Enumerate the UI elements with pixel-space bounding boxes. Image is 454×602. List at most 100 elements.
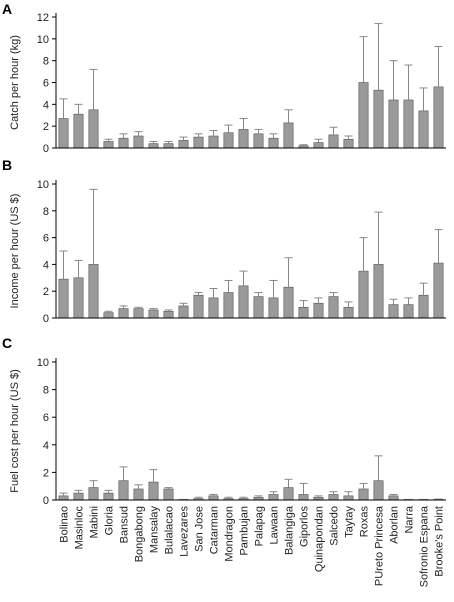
bar bbox=[193, 136, 204, 149]
bar bbox=[178, 140, 189, 149]
bar bbox=[313, 302, 324, 319]
x-category-label: Pambujan bbox=[239, 506, 251, 556]
bar bbox=[388, 495, 399, 501]
bar bbox=[73, 277, 84, 319]
y-tick-label: 6 bbox=[43, 78, 49, 90]
bar bbox=[328, 134, 339, 149]
bar bbox=[223, 132, 234, 149]
bar bbox=[118, 308, 129, 319]
y-tick-label: 6 bbox=[43, 233, 49, 245]
bar bbox=[418, 294, 429, 319]
bar bbox=[58, 278, 69, 319]
x-category-label: San Jose bbox=[194, 506, 206, 552]
chart-panel-c: C Fuel cost per hour (US $) 0 2 4 6 8 10 Bolinao… bbox=[2, 335, 446, 587]
x-category-label: Bansud bbox=[119, 506, 131, 543]
bar bbox=[88, 487, 99, 501]
bar bbox=[433, 262, 444, 319]
bar bbox=[358, 488, 369, 501]
x-category-label: Roxas bbox=[359, 506, 371, 538]
x-category-label: PUreto Princesa bbox=[374, 505, 386, 586]
bar bbox=[73, 492, 84, 501]
y-axis-label: Income per hour (US $) bbox=[9, 194, 21, 309]
bar bbox=[148, 481, 159, 501]
x-category-label: Brooke's Point bbox=[434, 506, 446, 577]
x-category-label: Masinloc bbox=[74, 506, 86, 550]
bar bbox=[268, 297, 279, 319]
x-category-label: Mondragon bbox=[224, 506, 236, 562]
bar bbox=[73, 113, 84, 149]
bar bbox=[208, 135, 219, 149]
bar bbox=[373, 264, 384, 319]
bar bbox=[358, 270, 369, 319]
bar bbox=[238, 129, 249, 149]
y-tick-label: 10 bbox=[37, 34, 49, 46]
y-tick-label: 4 bbox=[43, 440, 49, 452]
y-tick-label: 2 bbox=[43, 467, 49, 479]
bar bbox=[148, 309, 159, 319]
x-category-label: Gloria bbox=[104, 505, 116, 535]
bar bbox=[418, 110, 429, 149]
bar bbox=[133, 308, 144, 319]
bar bbox=[178, 305, 189, 319]
bar bbox=[373, 89, 384, 149]
y-tick-label: 8 bbox=[43, 56, 49, 68]
y-tick-label: 12 bbox=[37, 12, 49, 24]
bar bbox=[388, 304, 399, 319]
y-tick-label: 0 bbox=[43, 143, 49, 155]
bar bbox=[343, 138, 354, 149]
bar bbox=[313, 142, 324, 149]
bar bbox=[193, 294, 204, 319]
x-category-label: Palapag bbox=[254, 506, 266, 546]
y-tick-label: 0 bbox=[43, 495, 49, 507]
x-category-label: Lawaan bbox=[269, 506, 281, 545]
bar bbox=[148, 143, 159, 149]
bar bbox=[343, 495, 354, 501]
x-category-label: Balangiga bbox=[284, 505, 296, 555]
bar bbox=[388, 99, 399, 149]
x-category-label: Mansalay bbox=[149, 506, 161, 554]
y-tick-label: 8 bbox=[43, 385, 49, 397]
bar bbox=[103, 141, 114, 149]
bar bbox=[118, 137, 129, 149]
x-category-label: Lavezares bbox=[179, 506, 191, 557]
x-category-label: Giporlos bbox=[299, 506, 311, 547]
bar bbox=[283, 487, 294, 501]
bar bbox=[133, 135, 144, 149]
x-category-label: Quinapondan bbox=[314, 506, 326, 572]
bar bbox=[253, 296, 264, 319]
y-tick-label: 4 bbox=[43, 259, 49, 271]
bar bbox=[163, 143, 174, 149]
y-tick-label: 10 bbox=[37, 179, 49, 191]
y-tick-label: 2 bbox=[43, 121, 49, 133]
x-category-label: Aborlan bbox=[389, 506, 401, 544]
bar bbox=[268, 494, 279, 501]
bar bbox=[283, 122, 294, 149]
bar bbox=[328, 494, 339, 501]
y-tick-label: 6 bbox=[43, 412, 49, 424]
bar bbox=[328, 296, 339, 319]
bar bbox=[208, 297, 219, 319]
x-category-label: Salcedo bbox=[329, 506, 341, 546]
chart-panel-a: A Catch per hour (kg) 0 2 4 6 8 10 12 bbox=[2, 1, 446, 155]
bar bbox=[433, 86, 444, 149]
bar bbox=[88, 264, 99, 319]
bar bbox=[58, 118, 69, 149]
panel-letter: B bbox=[2, 157, 12, 173]
x-category-label: Sofronio Espana bbox=[419, 505, 431, 587]
bar bbox=[103, 312, 114, 319]
x-category-label: Taytay bbox=[344, 506, 356, 538]
y-tick-label: 8 bbox=[43, 206, 49, 218]
bar bbox=[373, 480, 384, 501]
bar bbox=[118, 480, 129, 501]
y-axis-label: Fuel cost per hour (US $) bbox=[9, 369, 21, 493]
bar bbox=[208, 495, 219, 501]
x-category-label: Bulalacao bbox=[164, 506, 176, 554]
chart-panel-b: B Income per hour (US $) 0 2 4 6 8 10 bbox=[2, 157, 446, 325]
y-tick-label: 10 bbox=[37, 357, 49, 369]
bar bbox=[163, 488, 174, 501]
x-category-label: Mabini bbox=[89, 506, 101, 538]
panel-letter: C bbox=[2, 335, 12, 351]
y-tick-label: 2 bbox=[43, 286, 49, 298]
x-category-label: Catarman bbox=[209, 506, 221, 554]
